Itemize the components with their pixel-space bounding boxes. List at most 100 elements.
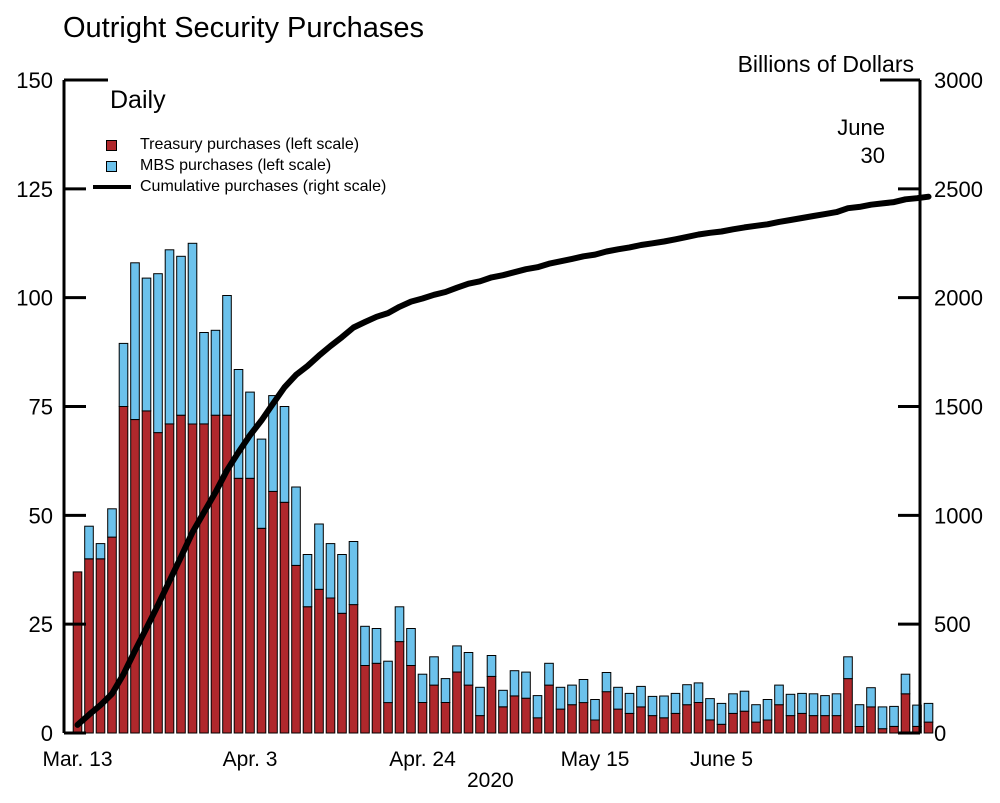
treasury-bar [808, 715, 819, 734]
mbs-bar [877, 706, 888, 730]
treasury-bar [532, 717, 543, 734]
mbs-bar [475, 686, 485, 717]
mbs-bar [693, 682, 704, 704]
treasury-bar [728, 712, 738, 734]
mbs-bar [567, 684, 577, 706]
treasury-bar [831, 715, 842, 734]
mbs-bar [774, 684, 784, 706]
treasury-bar [498, 706, 508, 734]
mbs-bar [452, 645, 462, 673]
chart-title: Outright Security Purchases [63, 12, 425, 44]
cumulative-line-swatch [93, 185, 131, 189]
treasury-bar [716, 723, 727, 734]
mbs-bar [854, 704, 865, 728]
mbs-bar [820, 695, 830, 717]
treasury-bar [199, 423, 209, 734]
right-tick-label: 2500 [934, 177, 983, 202]
treasury-bar [325, 597, 336, 734]
treasury-bar [624, 712, 635, 734]
mbs-bar [831, 693, 842, 717]
treasury-bar [291, 564, 301, 734]
legend-label-treasury: Treasury purchases (left scale) [140, 136, 360, 153]
mbs-bar [394, 606, 405, 643]
mbs-bar [130, 262, 140, 420]
mbs-bar [371, 628, 382, 664]
treasury-bar [360, 665, 370, 734]
treasury-bar [176, 414, 186, 734]
mbs-bar [325, 543, 336, 599]
mbs-bar [95, 543, 106, 560]
mbs-bar [348, 541, 359, 606]
axes-layer: 0255075100125150050010001500200025003000… [16, 68, 983, 771]
date-annotation-day: 30 [860, 143, 885, 168]
mbs-bar [268, 395, 278, 492]
mbs-bar [463, 652, 474, 686]
mbs-bar [486, 655, 497, 677]
cumulative-purchases-line [74, 193, 932, 728]
mbs-bar [613, 686, 623, 710]
treasury-bar [785, 715, 796, 734]
legend-label-mbs: MBS purchases (left scale) [140, 157, 332, 174]
left-tick-label: 75 [29, 395, 53, 420]
treasury-bar [371, 662, 382, 734]
treasury-bar [210, 414, 221, 734]
mbs-bar [84, 525, 94, 560]
treasury-bar [153, 432, 163, 734]
treasury-bar [636, 706, 646, 734]
treasury-bar [544, 684, 554, 734]
legend-label-cumulative: Cumulative purchases (right scale) [140, 178, 387, 195]
mbs-bar [739, 690, 750, 712]
treasury-bar [567, 704, 577, 734]
mbs-bar [866, 687, 876, 708]
mbs-bar [705, 698, 715, 721]
treasury-bar [659, 717, 669, 734]
treasury-bar [256, 527, 267, 734]
treasury-bar [693, 702, 704, 734]
treasury-bar [923, 721, 934, 734]
x-tick-label: Apr. 24 [389, 748, 456, 771]
left-tick-label: 150 [16, 68, 53, 93]
mbs-bar [233, 369, 244, 479]
mbs-bar [222, 295, 232, 416]
treasury-swatch [106, 140, 117, 151]
treasury-bar [141, 410, 152, 734]
treasury-bar [751, 721, 761, 734]
mbs-bar [176, 255, 186, 416]
treasury-bar [590, 719, 600, 734]
mbs-bar [797, 692, 807, 714]
bars-layer [72, 242, 934, 734]
left-tick-label: 25 [29, 612, 53, 637]
mbs-bar [682, 684, 692, 706]
mbs-bar [383, 660, 393, 704]
mbs-bar [843, 656, 853, 680]
x-tick-label: Apr. 3 [223, 748, 278, 771]
mbs-bar [210, 329, 221, 416]
mbs-bar [337, 554, 347, 614]
mbs-bar [291, 486, 301, 566]
right-tick-label: 1000 [934, 503, 983, 528]
mbs-bar [498, 689, 508, 708]
mbs-bar [647, 695, 658, 717]
treasury-bar [613, 708, 623, 734]
treasury-bar [84, 558, 94, 734]
mbs-bar [636, 685, 646, 708]
right-tick-label: 1500 [934, 395, 983, 420]
treasury-bar [889, 726, 899, 734]
treasury-bar [797, 712, 807, 734]
treasury-bar [601, 691, 612, 734]
treasury-bar [463, 684, 474, 734]
treasury-bar [774, 704, 784, 734]
treasury-bar [843, 678, 853, 734]
treasury-bar [486, 675, 497, 734]
mbs-bar [555, 686, 566, 710]
frequency-label: Daily [110, 86, 166, 114]
treasury-bar [406, 665, 416, 734]
x-tick-label: Mar. 13 [42, 748, 112, 771]
x-tick-label: June 5 [690, 748, 753, 771]
date-annotation-month: June [837, 115, 885, 140]
treasury-bar [279, 501, 290, 734]
mbs-bar [406, 628, 416, 666]
mbs-bar [889, 705, 899, 727]
mbs-bar [923, 702, 934, 723]
